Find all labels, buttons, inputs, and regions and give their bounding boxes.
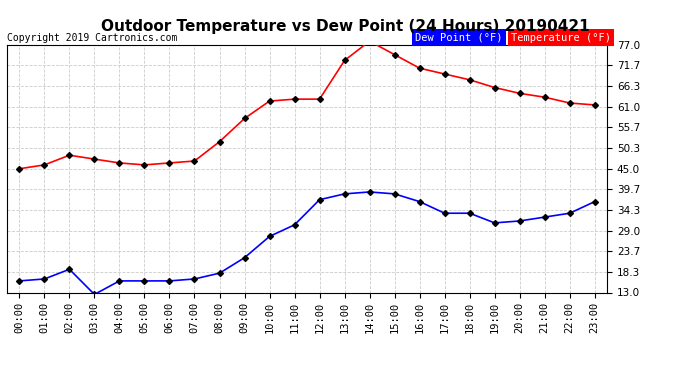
Text: Copyright 2019 Cartronics.com: Copyright 2019 Cartronics.com bbox=[7, 33, 177, 42]
Text: Outdoor Temperature vs Dew Point (24 Hours) 20190421: Outdoor Temperature vs Dew Point (24 Hou… bbox=[101, 19, 589, 34]
Text: Temperature (°F): Temperature (°F) bbox=[511, 33, 611, 42]
Text: Dew Point (°F): Dew Point (°F) bbox=[415, 33, 502, 42]
